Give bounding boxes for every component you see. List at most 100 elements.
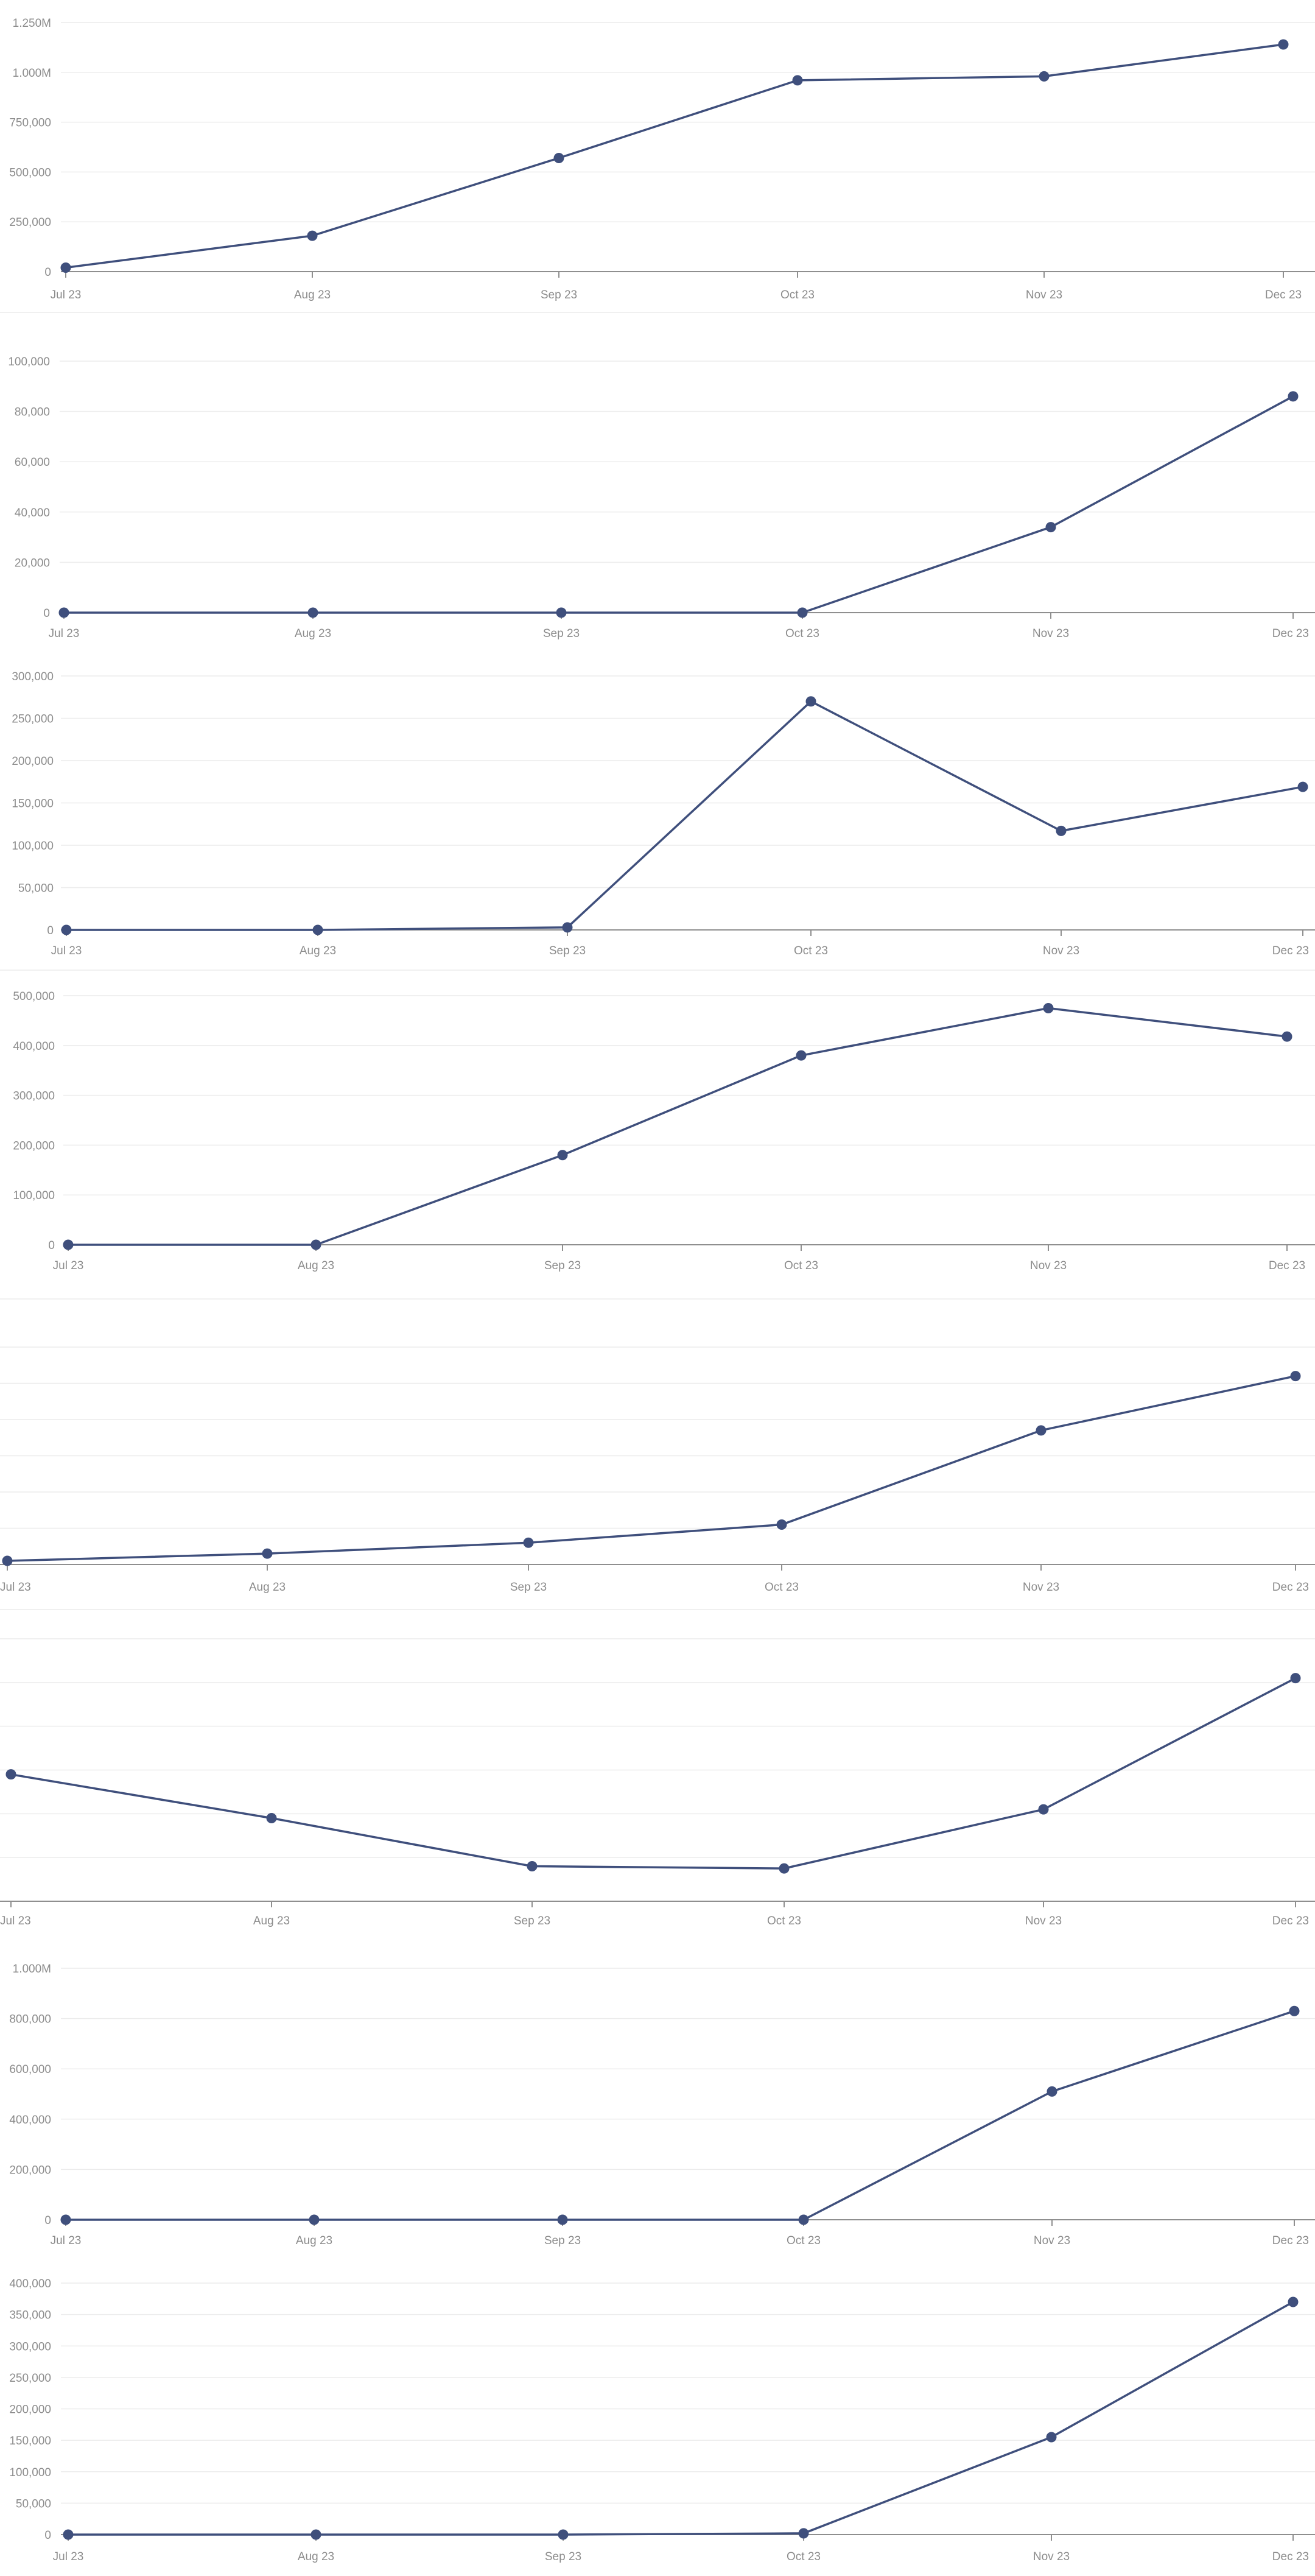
- y-tick-label: 100,000: [8, 356, 50, 368]
- y-tick-label: 0: [48, 1239, 55, 1252]
- y-tick-label: 0: [44, 2214, 51, 2227]
- data-point[interactable]: [309, 2214, 320, 2225]
- data-point[interactable]: [797, 607, 808, 618]
- chart-panel-3: 0 50,000 100,000 150,000 200,000 250,000 300,0…: [0, 652, 1315, 968]
- y-tick-label: 750,000: [9, 117, 51, 130]
- data-point[interactable]: [1288, 2296, 1299, 2307]
- x-tick-label: Aug 23: [298, 2550, 334, 2563]
- data-point[interactable]: [558, 2529, 569, 2540]
- data-point[interactable]: [1290, 1371, 1301, 1382]
- data-point[interactable]: [1278, 39, 1289, 50]
- y-tick-label: 1.250M: [13, 17, 51, 30]
- data-point[interactable]: [63, 2529, 74, 2540]
- data-point[interactable]: [805, 696, 816, 707]
- chart-panel-6: Jul 23 Aug 23 Sep 23 Oct 23 Nov 23 Dec 23: [0, 1611, 1315, 1937]
- y-tick-label: 200,000: [9, 2404, 51, 2416]
- x-tick-label: Aug 23: [298, 1259, 334, 1272]
- data-point[interactable]: [307, 607, 318, 618]
- y-tick-label: 100,000: [13, 1189, 55, 1202]
- panel-divider: [0, 1609, 1315, 1610]
- x-tick-label: Sep 23: [543, 627, 580, 640]
- data-point[interactable]: [310, 1239, 321, 1250]
- x-tick-label: Aug 23: [296, 2234, 332, 2247]
- y-tick-label: 150,000: [12, 798, 54, 811]
- y-tick-label: 300,000: [13, 1090, 55, 1103]
- x-tick-label: Jul 23: [51, 945, 82, 957]
- data-point[interactable]: [556, 607, 567, 618]
- data-point[interactable]: [1043, 1002, 1054, 1013]
- data-point[interactable]: [2, 1555, 13, 1566]
- data-point[interactable]: [792, 75, 803, 86]
- y-tick-label: 400,000: [9, 2278, 51, 2290]
- data-point[interactable]: [262, 1548, 273, 1559]
- data-point[interactable]: [5, 1769, 16, 1780]
- y-tick-label: 200,000: [9, 2164, 51, 2177]
- data-point[interactable]: [60, 262, 71, 273]
- x-tick-label: Aug 23: [253, 1915, 290, 1927]
- x-tick-label: Dec 23: [1272, 1581, 1309, 1594]
- chart-panel-8: 0 50,000 100,000 150,000 200,000 250,000 300,0…: [0, 2265, 1315, 2576]
- y-tick-label: 100,000: [9, 2466, 51, 2479]
- data-point[interactable]: [1282, 1031, 1292, 1042]
- data-point[interactable]: [307, 230, 318, 241]
- series-line: [67, 2301, 1294, 2536]
- data-point[interactable]: [1297, 781, 1308, 792]
- x-tick-label: Sep 23: [544, 2234, 581, 2247]
- line-chart-6: Jul 23 Aug 23 Sep 23 Oct 23 Nov 23 Dec 23: [0, 1638, 1315, 1927]
- data-point[interactable]: [779, 1863, 790, 1874]
- data-point[interactable]: [798, 2528, 809, 2539]
- data-point[interactable]: [61, 924, 72, 935]
- y-tick-label: 150,000: [9, 2435, 51, 2448]
- data-point[interactable]: [557, 2214, 568, 2225]
- data-point[interactable]: [1290, 1673, 1301, 1684]
- data-point[interactable]: [1047, 2086, 1057, 2097]
- y-tick-label: 40,000: [15, 507, 50, 519]
- data-point[interactable]: [266, 1813, 277, 1824]
- data-point[interactable]: [557, 1150, 568, 1161]
- data-point[interactable]: [1288, 391, 1299, 402]
- x-tick-label: Nov 23: [1043, 945, 1079, 957]
- series-line: [63, 395, 1294, 614]
- x-tick-label: Nov 23: [1033, 627, 1069, 640]
- x-tick-label: Sep 23: [549, 945, 586, 957]
- data-point[interactable]: [1056, 825, 1067, 836]
- data-point[interactable]: [310, 2529, 321, 2540]
- data-point[interactable]: [63, 1239, 74, 1250]
- y-tick-label: 50,000: [18, 882, 54, 895]
- data-point[interactable]: [798, 2214, 809, 2225]
- x-tick-label: Oct 23: [765, 1581, 799, 1594]
- x-tick-label: Dec 23: [1269, 1259, 1305, 1272]
- data-point[interactable]: [1038, 1804, 1049, 1815]
- x-tick-label: Aug 23: [300, 945, 336, 957]
- data-point[interactable]: [1045, 522, 1056, 533]
- line-chart-4: 0 100,000 200,000 300,000 400,000 500,000 Jul …: [13, 990, 1315, 1272]
- data-point[interactable]: [562, 922, 573, 933]
- line-chart-7: 0 200,000 400,000 600,000 800,000 1.000M Jul 2…: [9, 1963, 1315, 2247]
- data-point[interactable]: [1046, 2432, 1057, 2443]
- y-tick-label: 350,000: [9, 2309, 51, 2322]
- panel-divider: [0, 970, 1315, 971]
- x-tick-label: Sep 23: [510, 1581, 547, 1594]
- data-point[interactable]: [553, 152, 564, 163]
- line-chart-3: 0 50,000 100,000 150,000 200,000 250,000 300,0…: [12, 670, 1315, 957]
- data-point[interactable]: [527, 1861, 538, 1872]
- data-point[interactable]: [60, 2214, 71, 2225]
- data-point[interactable]: [1039, 71, 1050, 82]
- y-tick-label: 200,000: [13, 1139, 55, 1152]
- data-point[interactable]: [312, 924, 323, 935]
- data-point[interactable]: [796, 1050, 807, 1061]
- x-tick-label: Dec 23: [1272, 627, 1309, 640]
- x-tick-label: Oct 23: [767, 1915, 801, 1927]
- y-tick-label: 500,000: [13, 990, 55, 1003]
- y-tick-label: 1.000M: [13, 1963, 51, 1976]
- data-point[interactable]: [1289, 2005, 1300, 2016]
- panel-divider: [0, 312, 1315, 313]
- data-point[interactable]: [58, 607, 69, 618]
- x-tick-label: Nov 23: [1025, 1915, 1062, 1927]
- data-point[interactable]: [776, 1519, 787, 1530]
- x-tick-label: Oct 23: [784, 1259, 818, 1272]
- x-tick-label: Aug 23: [295, 627, 331, 640]
- y-tick-label: 0: [43, 607, 50, 620]
- data-point[interactable]: [1036, 1425, 1047, 1436]
- data-point[interactable]: [523, 1537, 534, 1548]
